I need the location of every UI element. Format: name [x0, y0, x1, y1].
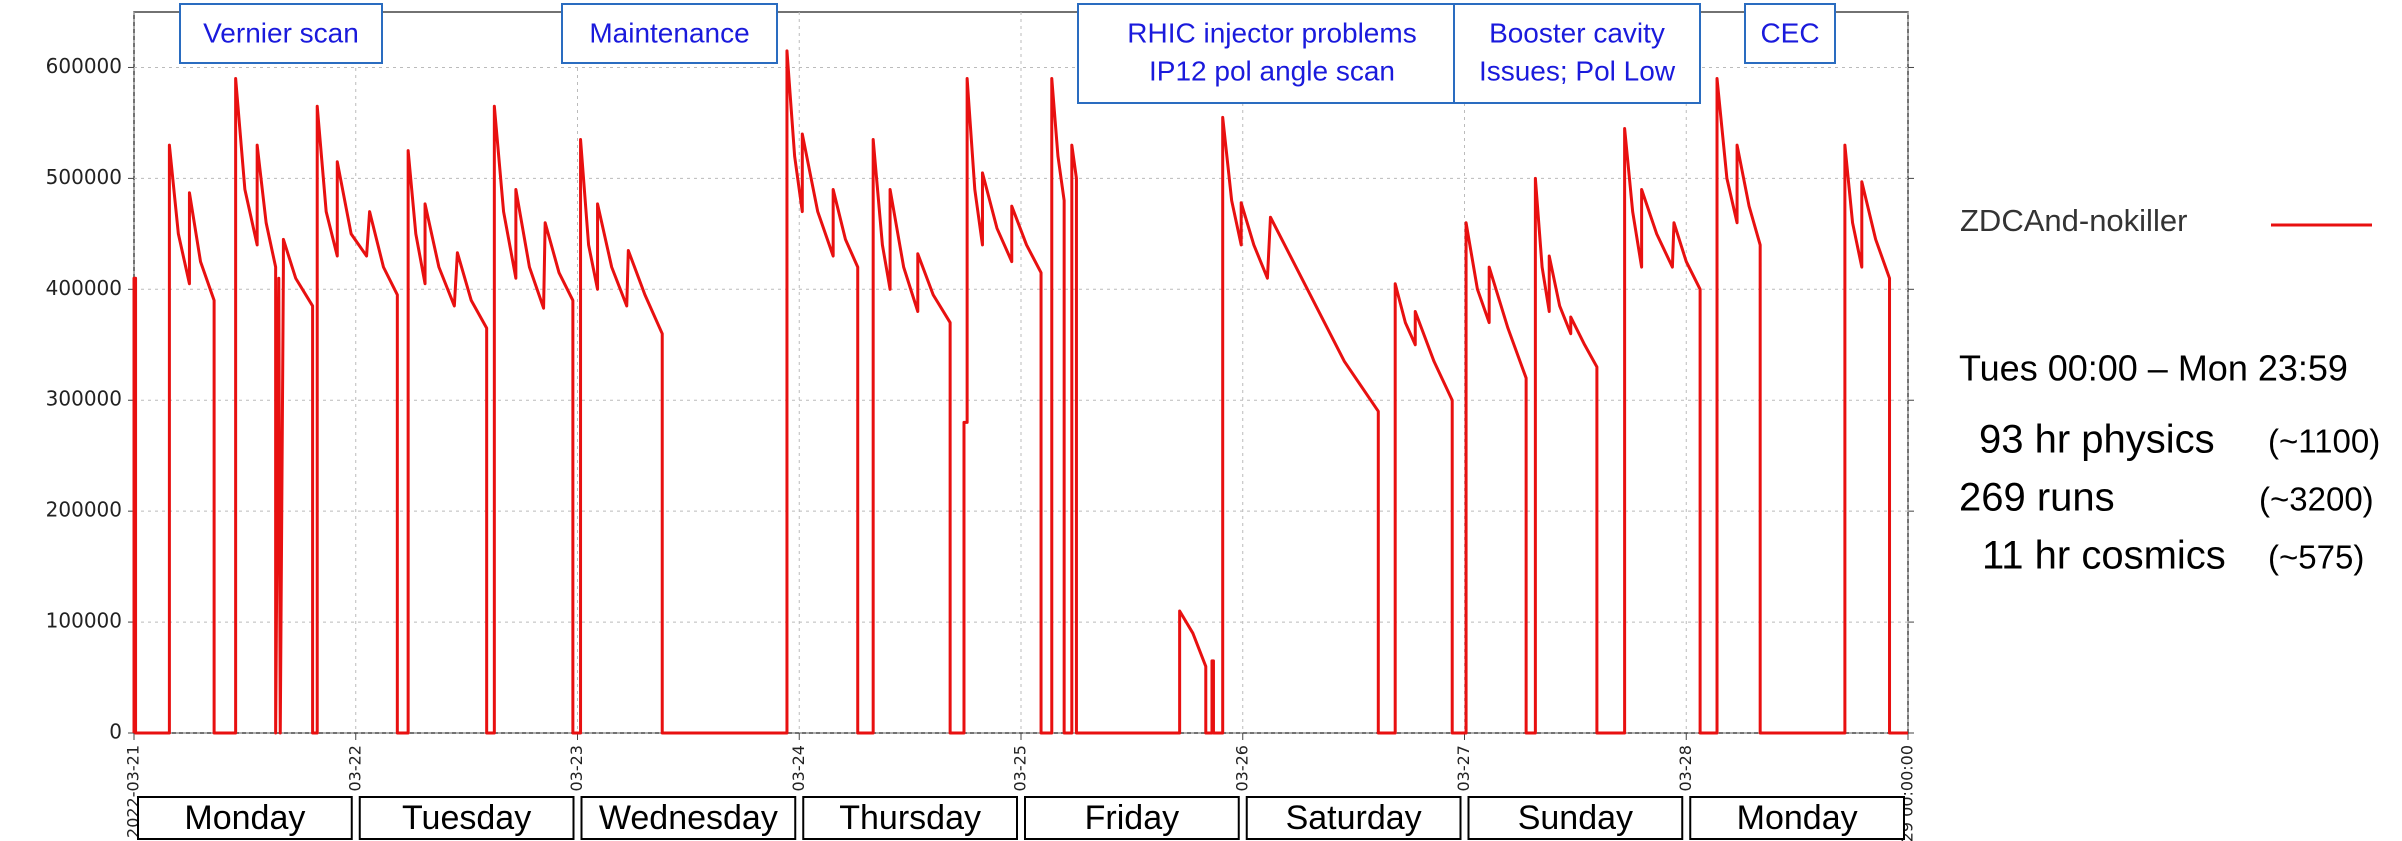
annotation-text: CEC: [1760, 17, 1819, 48]
day-label: Tuesday: [402, 799, 531, 837]
annotation-box: [179, 3, 383, 64]
day-label: Saturday: [1286, 799, 1422, 837]
x-tick-label: 03-24: [789, 745, 808, 792]
day-label: Monday: [1737, 799, 1858, 837]
summary-note: (~1100): [2268, 423, 2380, 460]
summary-note: (~3200): [2259, 481, 2374, 518]
x-tick-label: 03-27: [1454, 745, 1473, 792]
plot-frame: [133, 11, 1909, 734]
annotation-text: RHIC injector problems: [1127, 17, 1416, 48]
y-tick-label: 400000: [46, 276, 122, 300]
day-box: [1689, 796, 1905, 840]
y-tick-label: 0: [109, 720, 122, 744]
x-tick-label: 03-28: [1676, 745, 1695, 792]
y-tick-label: 200000: [46, 498, 122, 522]
x-tick-label: 03-23: [567, 745, 586, 792]
annotation-text: Booster cavity: [1489, 17, 1665, 48]
day-box: [358, 796, 575, 840]
annotation-text: IP12 pol angle scan: [1149, 55, 1395, 86]
legend-label: ZDCAnd-nokiller: [1960, 203, 2187, 238]
x-tick-label: 03-26: [1232, 745, 1251, 792]
y-tick-label: 300000: [46, 387, 122, 411]
annotation-box: [1744, 3, 1836, 64]
y-tick-label: 500000: [46, 165, 122, 189]
y-tick-label: 600000: [46, 54, 122, 78]
summary-text: 93 hr physics: [1979, 418, 2215, 462]
summary-note: (~575): [2268, 539, 2364, 576]
day-label: Thursday: [839, 799, 981, 837]
annotation-box: [1077, 3, 1467, 104]
day-box: [580, 796, 797, 840]
summary-period: Tues 00:00 – Mon 23:59: [1959, 348, 2348, 389]
day-label: Sunday: [1518, 799, 1633, 837]
x-tick-label: 03-22: [345, 745, 364, 792]
day-box: [1245, 796, 1462, 840]
summary-text: 11 hr cosmics: [1982, 534, 2226, 578]
summary-text: 269 runs: [1959, 476, 2115, 520]
annotation-box: [1453, 3, 1701, 104]
data-line: [132, 49, 1908, 735]
x-tick-label: 03-25: [1011, 745, 1030, 792]
day-label: Wednesday: [599, 799, 778, 837]
annotation-text: Vernier scan: [203, 17, 359, 48]
day-box: [802, 796, 1018, 840]
day-box: [137, 796, 353, 840]
annotation-text: Maintenance: [589, 17, 749, 48]
day-box: [1024, 796, 1240, 840]
annotation-box: [561, 3, 778, 64]
y-tick-label: 100000: [46, 609, 122, 633]
day-box: [1467, 796, 1684, 840]
day-label: Friday: [1085, 799, 1179, 837]
day-label: Monday: [184, 799, 305, 837]
annotation-text: Issues; Pol Low: [1479, 55, 1676, 86]
